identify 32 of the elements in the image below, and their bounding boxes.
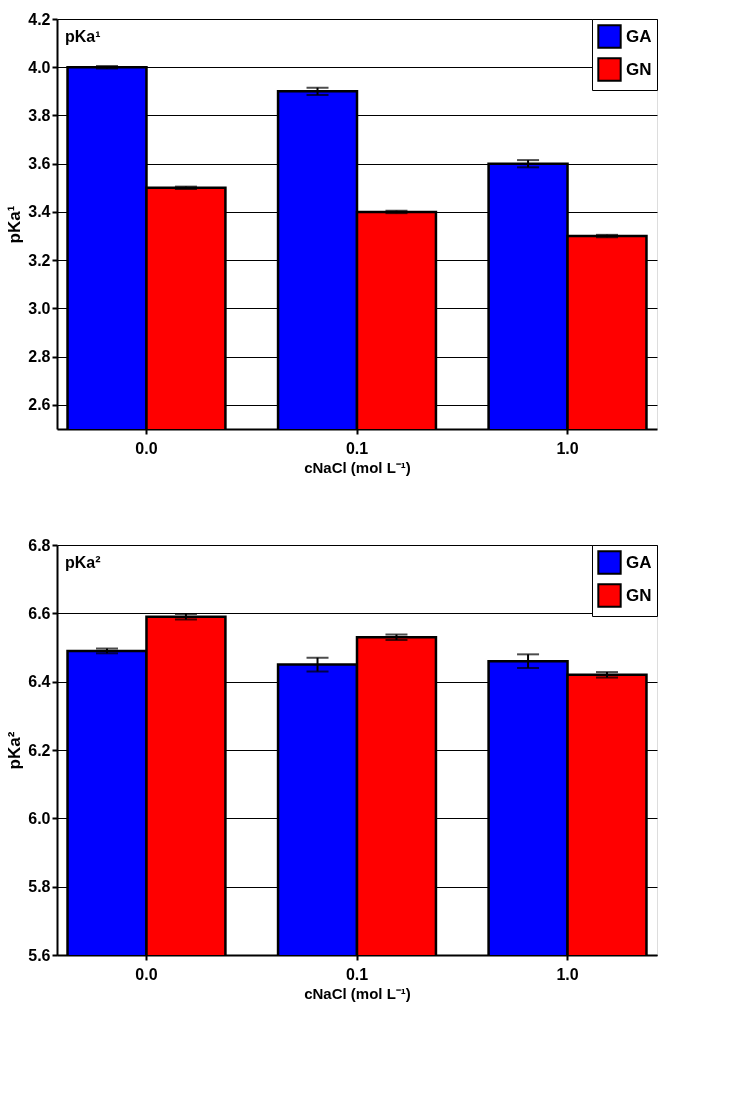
legend-label: GN [626,585,652,605]
y-tick-label: 3.8 [28,106,51,124]
y-tick-label: 6.2 [28,741,51,759]
y-tick-label: 2.8 [28,348,51,366]
annotation: pKa² [65,554,101,571]
x-tick-label: 1.0 [556,965,579,983]
legend-label: GN [626,59,652,79]
y-tick-label: 6.6 [28,604,51,622]
y-tick-label: 5.8 [28,878,51,896]
y-tick-label: 3.6 [28,155,51,173]
y-tick-label: 6.4 [28,673,51,691]
x-tick-label: 0.0 [135,439,158,457]
x-tick-label: 0.1 [345,439,369,457]
x-axis-title: cNaCl (mol L⁻¹) [304,984,411,1002]
y-axis-title: pKa² [5,731,25,770]
legend-label: GA [626,26,652,46]
legend-label: GA [626,552,652,572]
x-axis-title: cNaCl (mol L⁻¹) [304,458,411,476]
y-axis-title: pKa¹ [5,205,25,244]
y-tick-label: 3.4 [28,203,51,221]
y-tick-label: 6.0 [28,809,51,827]
x-tick-label: 0.0 [135,965,158,983]
y-tick-label: 3.0 [28,299,51,317]
y-tick-label: 4.2 [28,10,51,28]
x-tick-label: 0.1 [345,965,369,983]
annotation: pKa¹ [65,28,101,45]
x-tick-label: 1.0 [556,439,579,457]
y-tick-label: 5.6 [28,946,51,964]
y-tick-label: 2.6 [28,396,51,414]
y-tick-label: 3.2 [28,251,51,269]
y-tick-label: 6.8 [28,536,51,554]
y-tick-label: 4.0 [28,58,51,76]
